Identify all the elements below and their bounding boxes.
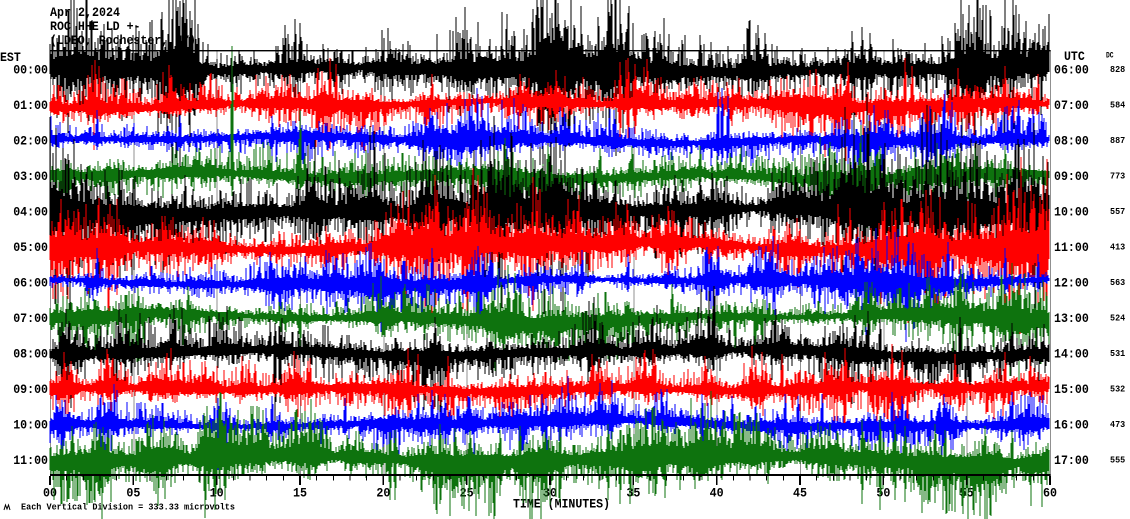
svg-text:15:00: 15:00: [1054, 382, 1089, 397]
svg-text:11:00: 11:00: [1054, 240, 1089, 255]
svg-text:09:00: 09:00: [1054, 169, 1089, 184]
svg-text:00: 00: [43, 486, 57, 501]
svg-text:16:00: 16:00: [1054, 418, 1089, 433]
svg-text:828: 828: [1110, 64, 1125, 75]
svg-text:07:00: 07:00: [13, 311, 48, 326]
svg-text:531: 531: [1110, 348, 1125, 359]
svg-text:17:00: 17:00: [1054, 453, 1089, 468]
svg-text:887: 887: [1110, 135, 1125, 146]
svg-text:05: 05: [126, 486, 140, 501]
svg-text:05:00: 05:00: [13, 240, 48, 255]
svg-text:DC: DC: [1106, 52, 1114, 61]
svg-text:40: 40: [710, 486, 724, 501]
svg-text:04:00: 04:00: [13, 205, 48, 220]
svg-text:60: 60: [1043, 486, 1057, 501]
svg-text:00:00: 00:00: [13, 63, 48, 78]
svg-text:Each Vertical Division = 333.: Each Vertical Division = 333.33 microvol…: [21, 501, 235, 512]
svg-text:10: 10: [210, 486, 224, 501]
svg-text:11:00: 11:00: [13, 453, 48, 468]
svg-text:555: 555: [1110, 455, 1125, 466]
svg-text:03:00: 03:00: [13, 169, 48, 184]
svg-text:413: 413: [1110, 242, 1125, 253]
svg-text:20: 20: [376, 486, 390, 501]
svg-text:773: 773: [1110, 171, 1125, 182]
svg-text:563: 563: [1110, 277, 1125, 288]
svg-text:06:00: 06:00: [1054, 63, 1089, 78]
svg-text:10:00: 10:00: [13, 418, 48, 433]
svg-text:12:00: 12:00: [1054, 276, 1089, 291]
svg-text:473: 473: [1110, 419, 1125, 430]
svg-text:01:00: 01:00: [13, 98, 48, 113]
svg-text:EST: EST: [0, 50, 21, 65]
svg-text:557: 557: [1110, 206, 1125, 217]
svg-text:14:00: 14:00: [1054, 347, 1089, 362]
svg-text:10:00: 10:00: [1054, 205, 1089, 220]
svg-text:Apr 2,2024: Apr 2,2024: [50, 5, 120, 20]
svg-text:13:00: 13:00: [1054, 311, 1089, 326]
svg-text:TIME (MINUTES): TIME (MINUTES): [513, 497, 610, 512]
svg-text:06:00: 06:00: [13, 276, 48, 291]
svg-text:08:00: 08:00: [1054, 134, 1089, 149]
svg-text:ROC HHE LD +-: ROC HHE LD +-: [50, 19, 141, 34]
svg-text:08:00: 08:00: [13, 347, 48, 362]
svg-text:09:00: 09:00: [13, 382, 48, 397]
svg-text:524: 524: [1110, 313, 1125, 324]
svg-text:584: 584: [1110, 100, 1125, 111]
svg-text:532: 532: [1110, 384, 1125, 395]
svg-text:45: 45: [793, 486, 807, 501]
svg-text:15: 15: [293, 486, 307, 501]
svg-text:(LDEO, Rochester, NY): (LDEO, Rochester, NY): [50, 33, 196, 48]
svg-text:UTC: UTC: [1064, 49, 1085, 64]
svg-text:02:00: 02:00: [13, 134, 48, 149]
svg-text:07:00: 07:00: [1054, 98, 1089, 113]
